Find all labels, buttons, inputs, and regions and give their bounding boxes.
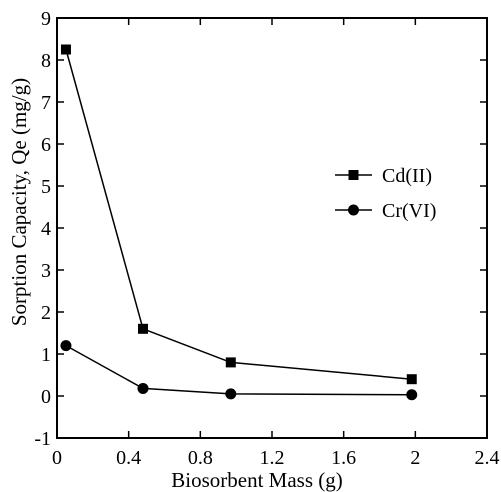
axes [56,17,488,439]
y-tick-label: 3 [41,260,51,282]
x-tick-label: 2 [410,447,420,469]
data-point-circle [225,388,237,400]
y-tick-label: 1 [41,344,51,366]
y-tick-label: 4 [41,218,51,240]
y-tick-label: 8 [41,50,51,72]
x-tick-label: 0.4 [116,447,141,469]
y-tick-label: 2 [41,302,51,324]
data-point-circle [137,382,149,394]
data-point-square [138,323,148,334]
legend-marker-circle [348,204,359,216]
x-tick-label: 2.4 [475,447,500,469]
x-tick-label: 1.6 [331,447,356,469]
x-tick-label: 1.2 [260,447,285,469]
y-tick-label: 6 [41,134,51,156]
data-point-square [225,357,236,368]
x-ticks: 0 0.4 0.8 1.2 1.6 2 2.4 [52,18,500,469]
legend-label: Cd(II) [382,165,432,187]
series-line-1 [65,49,412,380]
data-point-circle [60,340,72,352]
legend: Cd(II) Cr(VI) [335,165,436,222]
x-axis-title: Biosorbent Mass (g) [171,468,343,492]
y-tick-label: 7 [41,92,51,114]
x-tick-label: 0 [52,447,62,469]
series-group [60,44,418,401]
y-tick-label: 9 [41,8,51,30]
data-point-square [60,44,71,55]
y-tick-label: 5 [41,176,51,198]
data-point-square [406,374,417,385]
y-ticks: -1 0 1 2 3 4 5 6 7 8 9 [34,8,487,450]
legend-label: Cr(VI) [382,200,436,222]
series-line-2 [65,344,412,396]
x-tick-label: 0.8 [188,447,213,469]
data-point-circle [406,389,418,401]
legend-marker-square [348,170,359,180]
y-tick-label: 0 [41,386,51,408]
y-tick-label: -1 [34,428,51,450]
plot-frame [56,17,488,439]
y-axis-title: Sorption Capacity, Qe (mg/g) [7,78,31,326]
